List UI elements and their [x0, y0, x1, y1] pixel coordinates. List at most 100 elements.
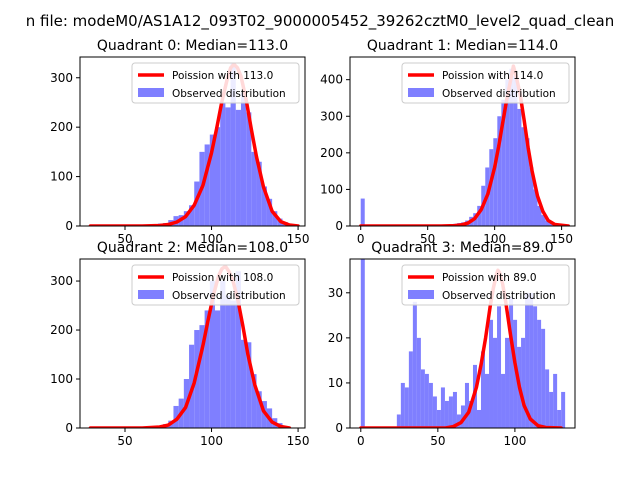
histogram-bar	[204, 144, 210, 226]
histogram-bar	[266, 198, 273, 226]
histogram-bar	[553, 373, 558, 428]
histogram-bar	[209, 134, 215, 226]
axes-frame	[79, 258, 306, 429]
histogram-bar	[189, 205, 195, 226]
legend-box	[131, 264, 300, 306]
x-tick-label: 100	[200, 434, 223, 448]
histogram-bar	[225, 295, 231, 428]
histogram-bar	[183, 211, 190, 226]
legend: Poission with 114.0 Observed distribution	[401, 62, 570, 104]
y-tick-label: 100	[50, 170, 73, 184]
histogram-bar	[199, 325, 205, 428]
histogram-bar	[240, 339, 247, 428]
histogram-bar	[476, 409, 481, 428]
histogram-bar	[235, 271, 241, 428]
histogram-bar	[173, 405, 179, 428]
histogram-bar	[505, 79, 510, 226]
y-tick-label: 300	[50, 71, 73, 85]
histogram-bar	[485, 373, 490, 428]
histogram-bar	[545, 369, 550, 428]
histogram-bar	[513, 76, 518, 226]
subplot-title: Quadrant 3: Median=89.0	[371, 240, 553, 256]
histogram-bar	[432, 396, 437, 428]
subplot-title: Quadrant 0: Median=113.0	[97, 38, 288, 54]
legend-box	[401, 62, 570, 104]
histogram-bar	[246, 112, 252, 226]
histogram-bar	[416, 337, 421, 428]
histogram-bar	[480, 351, 485, 428]
histogram-bar	[261, 186, 267, 226]
legend-label-poisson: Poission with 114.0	[442, 70, 543, 82]
legend-box	[401, 264, 570, 306]
histogram-bar	[545, 220, 550, 226]
histogram-bar	[561, 391, 566, 428]
legend: Poission with 113.0 Observed distribution	[131, 62, 300, 104]
histogram-bar	[408, 351, 413, 428]
histogram-bar	[525, 138, 530, 226]
histogram-bar	[460, 405, 465, 428]
x-tick-label: 50	[117, 434, 132, 448]
histogram-bar	[204, 310, 210, 428]
histogram-bar	[360, 259, 365, 428]
histogram-bar	[501, 373, 506, 428]
histogram-bar	[497, 306, 502, 428]
histogram-bar	[400, 382, 405, 428]
subplot-title: Quadrant 2: Median=108.0	[97, 240, 288, 256]
histogram-bar	[537, 205, 542, 226]
histogram-bar	[452, 391, 457, 428]
subplot-title: Quadrant 1: Median=114.0	[367, 38, 558, 54]
x-tick-label: 150	[550, 232, 573, 246]
x-tick-label: 100	[200, 232, 223, 246]
histogram-bar	[537, 319, 542, 428]
histogram-bar	[468, 400, 473, 428]
plot-area	[359, 259, 566, 428]
histogram-bar	[501, 99, 506, 226]
histogram-bar	[529, 167, 534, 226]
histogram-bar	[225, 107, 231, 226]
histogram-bar	[360, 198, 365, 226]
axes-frame	[349, 56, 576, 227]
histogram-bar	[396, 414, 401, 428]
histogram-bar	[489, 319, 494, 428]
histogram-bar	[541, 215, 546, 226]
histogram-bar	[230, 300, 236, 428]
histogram-bar	[220, 102, 226, 226]
y-tick-label: 200	[320, 146, 343, 160]
subplot-quadrant-1: 0 50 100 150 0 100 200 300 400 Quadrant 1: Median…	[320, 38, 576, 246]
histogram-bar	[497, 116, 502, 226]
histogram-bar	[209, 281, 215, 428]
y-tick-label: 30	[328, 286, 343, 300]
x-tick-label: 0	[357, 232, 365, 246]
histogram-bar	[489, 149, 494, 226]
histogram-bar	[557, 409, 562, 428]
histogram-bar	[256, 391, 262, 428]
histogram-bar	[436, 409, 441, 428]
legend: Poission with 108.0 Observed distribution	[131, 264, 300, 306]
histogram-bar	[404, 387, 409, 428]
histogram-bar	[424, 373, 429, 428]
legend: Poission with 89.0 Observed distribution	[401, 264, 570, 306]
histogram-bar	[525, 292, 530, 428]
legend-bar-swatch	[408, 88, 434, 97]
histogram-bar	[448, 396, 453, 428]
subplot-quadrant-0: 50 100 150 0 100 200 300 Quadrant 0: Median=113…	[50, 38, 309, 246]
histogram-bar	[521, 337, 526, 428]
y-tick-label: 0	[335, 421, 343, 435]
subplot-quadrant-2: 50 100 150 0 100 200 300 Quadrant 2: Median=108…	[50, 240, 309, 448]
histogram-bar	[477, 205, 482, 226]
histogram-bar	[251, 151, 257, 226]
histogram-bar	[541, 328, 546, 428]
histogram-bar	[493, 138, 498, 226]
y-tick-label: 300	[320, 109, 343, 123]
legend-label-poisson: Poission with 89.0	[442, 272, 537, 284]
histogram-bar	[456, 414, 461, 428]
histogram-bar	[412, 301, 417, 428]
legend-label-poisson: Poission with 108.0	[172, 272, 273, 284]
histogram-bar	[194, 181, 200, 226]
axes-frame	[79, 56, 306, 227]
subplot-quadrant-3: 0 50 100 0 10 20 30 Quadrant 3: Median=89.0 Pois…	[328, 240, 576, 448]
legend-label-poisson: Poission with 113.0	[172, 70, 273, 82]
histogram-bar	[549, 391, 554, 428]
